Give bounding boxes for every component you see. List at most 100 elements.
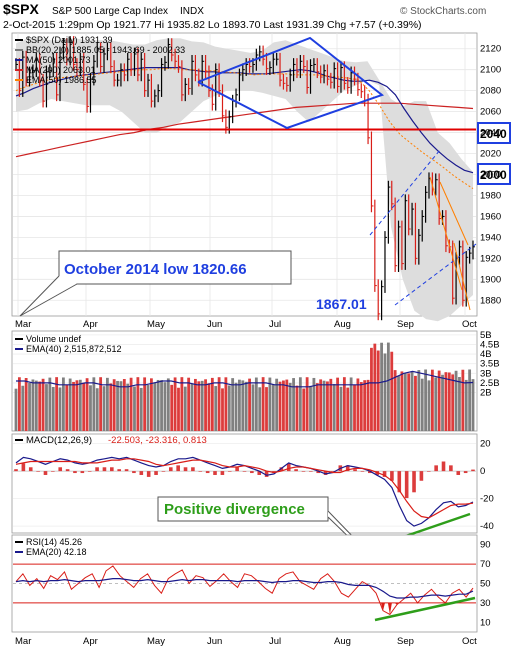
level-2000-box: 2000 — [477, 163, 511, 185]
macd-histogram-bar — [397, 471, 402, 493]
price-bar — [22, 50, 25, 97]
symbol: $SPX — [3, 1, 39, 17]
price-bar — [181, 60, 184, 102]
volume-bar — [210, 377, 214, 431]
volume-bar — [434, 377, 438, 431]
price-bar — [113, 60, 117, 87]
volume-bar — [342, 377, 346, 431]
macd-histogram-bar — [220, 471, 225, 475]
volume-bar — [447, 372, 451, 431]
volume-bar — [430, 369, 434, 431]
price-bar — [374, 199, 377, 292]
macd-histogram-bar — [345, 465, 350, 472]
volume-bar — [136, 377, 140, 431]
volume-bar — [251, 384, 255, 431]
macd-histogram-bar — [154, 471, 158, 475]
price-bar — [469, 246, 472, 264]
volume-bar — [288, 382, 292, 431]
divergence-label: Positive divergence — [164, 501, 305, 518]
macd-histogram-bar — [419, 471, 424, 481]
volume-bar — [17, 377, 21, 431]
volume-bar — [461, 369, 465, 431]
macd-histogram-bar — [412, 471, 416, 493]
price-bar — [35, 52, 39, 78]
price-bar — [79, 52, 83, 76]
macd-histogram-bar — [95, 467, 99, 472]
macd-histogram-bar — [360, 471, 365, 472]
channel-upper — [369, 149, 441, 236]
bottom-month-label: May — [147, 636, 165, 647]
price-bar — [106, 42, 110, 61]
volume-bar — [106, 377, 109, 431]
price-bar — [367, 93, 371, 145]
volume-bar — [271, 384, 275, 431]
price-bar — [103, 47, 107, 73]
macd-histogram-bar — [257, 471, 262, 475]
volume-bar — [129, 377, 133, 431]
macd-tick-label: -40 — [480, 521, 494, 532]
macd-histogram-bar — [316, 471, 321, 474]
price-bar — [100, 42, 103, 73]
bottom-month-label: Mar — [15, 636, 31, 647]
macd-histogram-bar — [51, 471, 55, 472]
volume-bar — [393, 370, 397, 431]
price-bar — [425, 186, 428, 223]
volume-bar — [221, 388, 224, 431]
macd-panel: Positive divergence MACD(12,26,9) -22.503… — [11, 433, 494, 607]
volume-bar — [471, 379, 475, 431]
volume-bar — [353, 384, 356, 431]
price-bar — [160, 58, 164, 97]
volume-bar — [417, 370, 421, 431]
volume-tick-label: 3B — [480, 368, 492, 379]
volume-bar — [322, 380, 326, 431]
volume-bar — [326, 381, 329, 431]
macd-histogram-bar — [43, 471, 48, 475]
price-tick-label: 1880 — [480, 295, 501, 306]
volume-bar — [231, 378, 235, 431]
volume-bar — [363, 380, 367, 431]
volume-bar — [173, 377, 177, 431]
volume-bar — [302, 388, 306, 431]
macd-histogram-bar — [235, 467, 239, 472]
volume-tick-label: 2B — [480, 388, 492, 399]
price-bar — [465, 251, 469, 307]
price-bar — [421, 210, 425, 242]
macd-histogram-bar — [183, 467, 188, 472]
macd-tick-label: -20 — [480, 494, 494, 505]
rsi-tick-label: 90 — [480, 540, 491, 551]
volume-bar — [160, 380, 163, 431]
macd-histogram-bar — [198, 471, 203, 472]
volume-bar — [224, 377, 228, 431]
price-bar — [411, 202, 415, 236]
macd-histogram-bar — [87, 471, 92, 472]
price-tick-label: 2080 — [480, 86, 501, 97]
volume-bar — [427, 380, 431, 431]
macd-histogram-bar — [294, 469, 298, 472]
security-name: S&P 500 Large Cap Index — [52, 6, 168, 17]
ma200-line — [15, 102, 474, 158]
bottom-month-label: Aug — [334, 636, 351, 647]
price-tick-label: 2120 — [480, 44, 501, 55]
macd-histogram-bar — [80, 471, 85, 474]
price-bar — [93, 55, 96, 86]
price-bar — [130, 52, 134, 76]
price-bar — [69, 36, 73, 66]
legend-bb: BB(20,2.0) 1885.05 - 1943.69 - 2002.33 — [26, 45, 185, 55]
price-bar — [62, 38, 66, 60]
price-bar — [83, 52, 86, 91]
macd-histogram-bar — [58, 467, 63, 472]
volume-bar — [146, 384, 150, 431]
price-tick-label: 1940 — [480, 232, 501, 243]
volume-bar — [356, 378, 360, 431]
volume-bar — [89, 385, 92, 431]
volume-bar — [227, 385, 231, 431]
volume-bar — [139, 387, 143, 431]
price-bar — [445, 210, 448, 253]
macd-histogram-bar — [390, 471, 394, 481]
price-bar — [472, 240, 475, 260]
macd-histogram-bar — [102, 467, 107, 472]
bottom-month-label: Jun — [207, 636, 222, 647]
volume-tick-label: 4B — [480, 349, 492, 360]
